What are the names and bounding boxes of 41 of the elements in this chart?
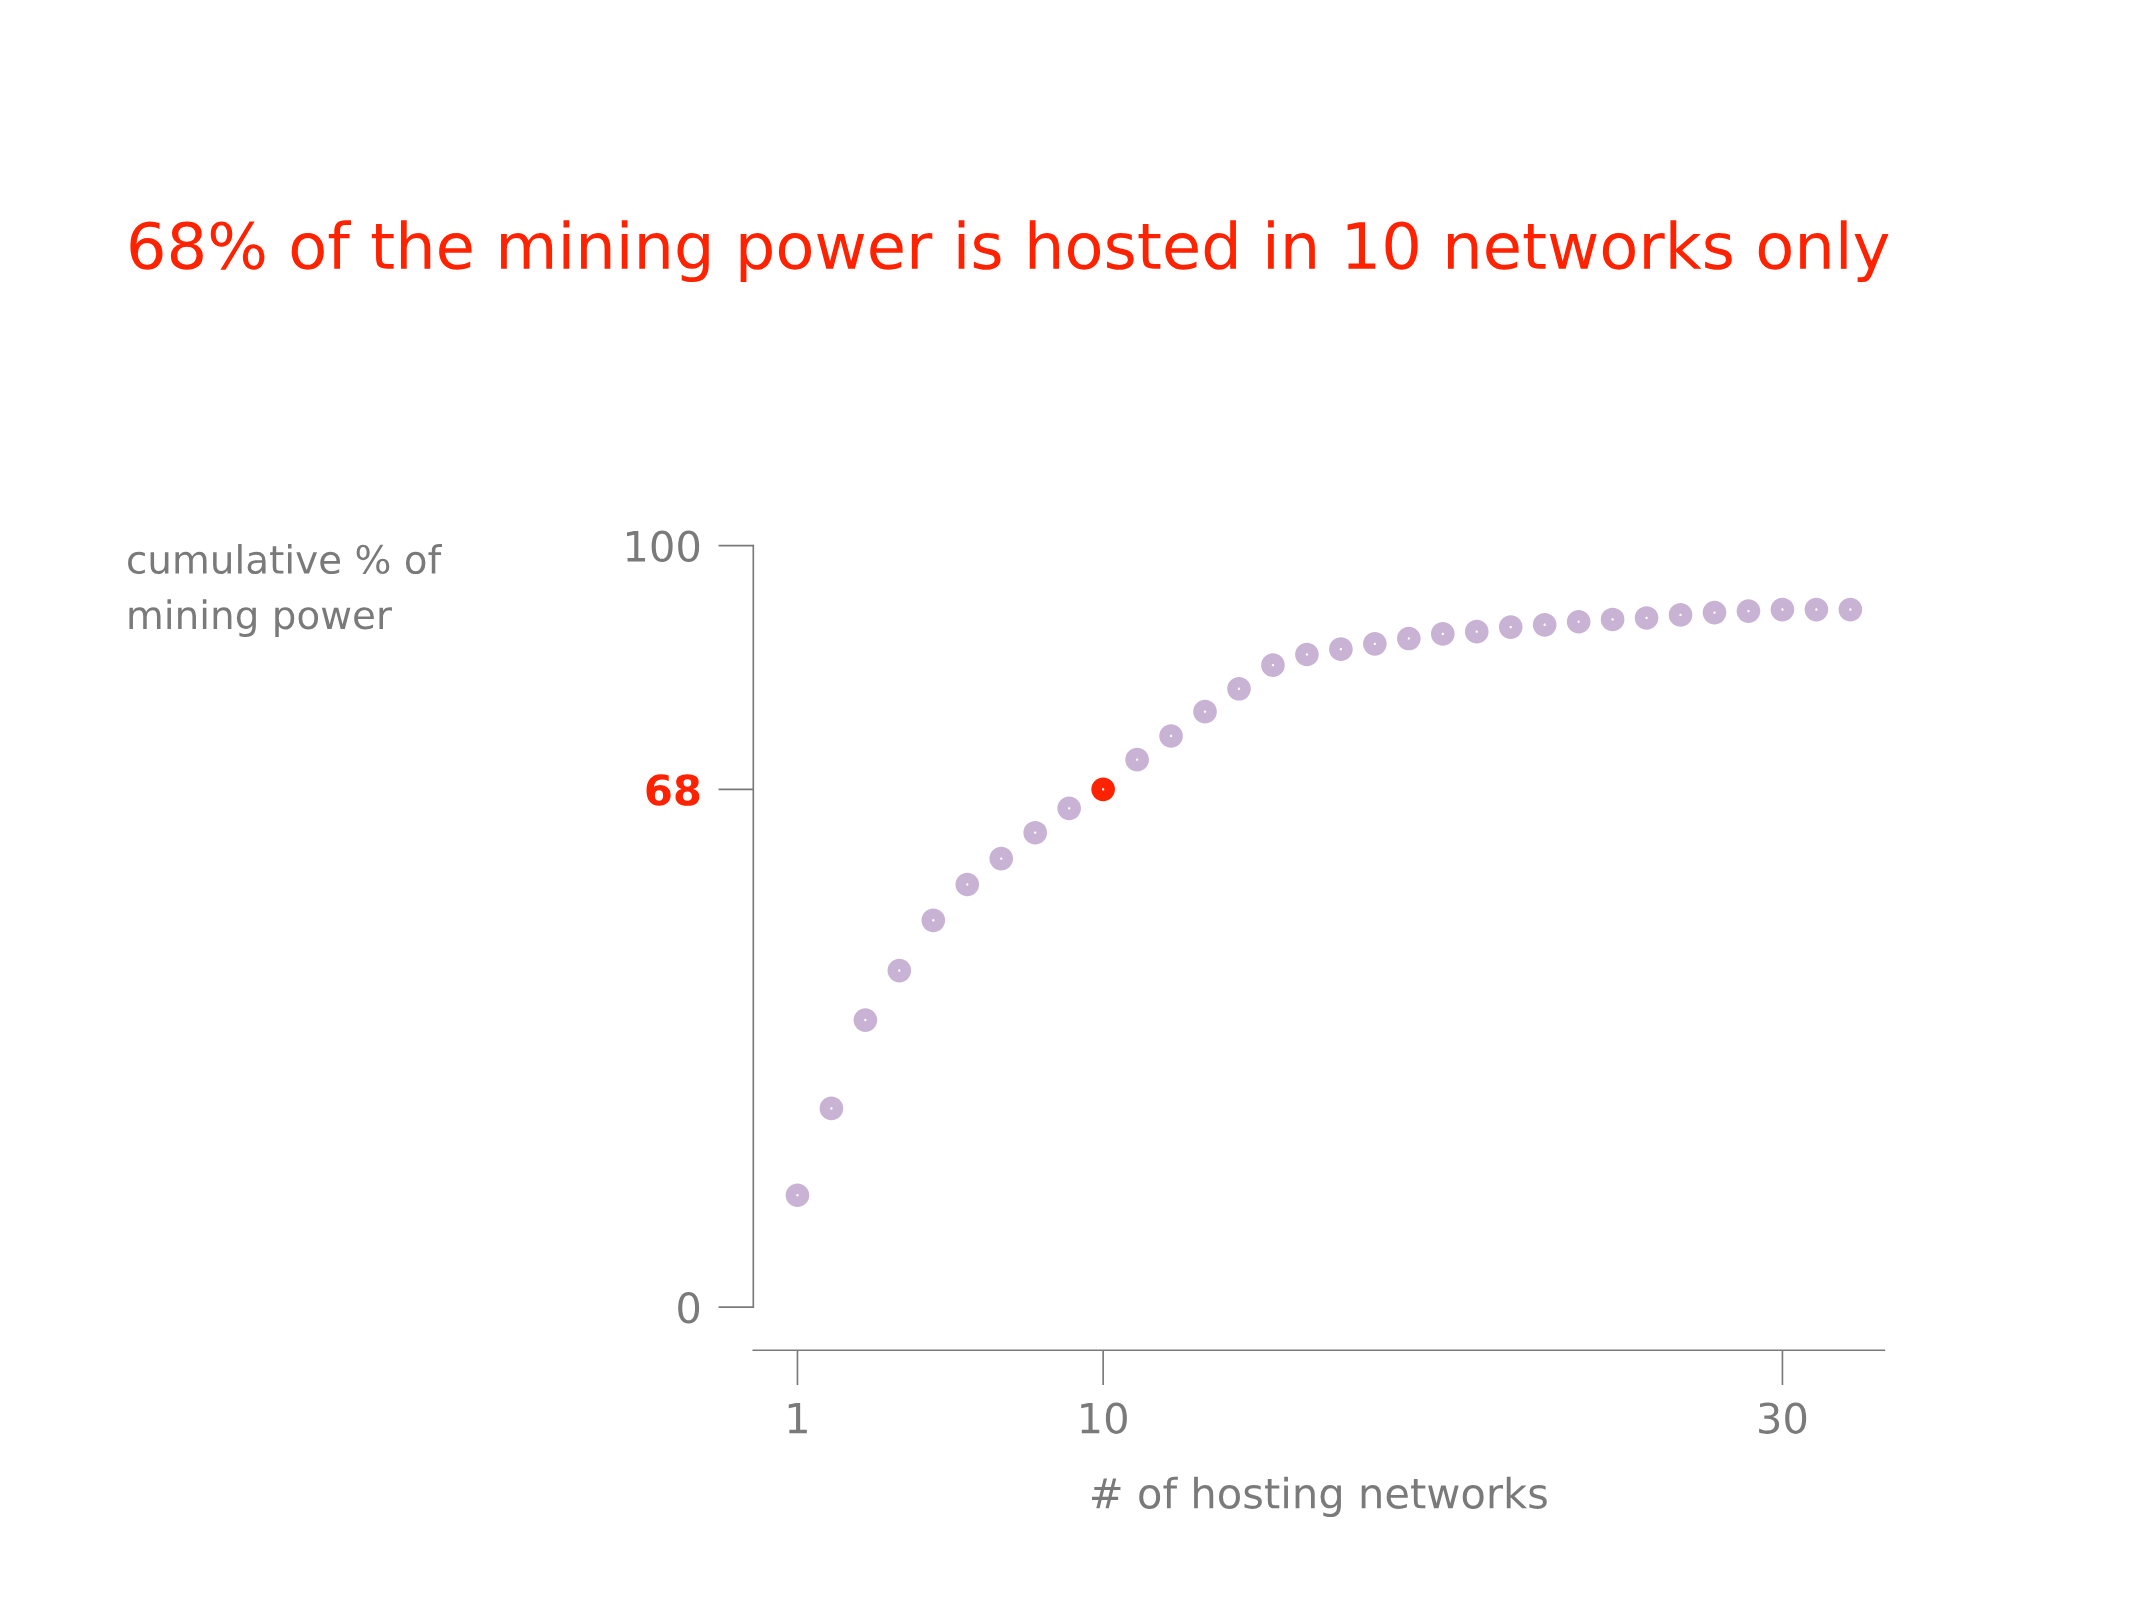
point xyxy=(1091,777,1115,802)
y-axis-title: cumulative % of mining power xyxy=(128,544,442,637)
chart-title: 68% of the mining power is hosted in 10 networks only xyxy=(130,220,1889,283)
point xyxy=(887,958,912,983)
y-tick-label: 68 xyxy=(646,774,700,806)
point xyxy=(1125,747,1149,772)
point xyxy=(1227,676,1251,701)
point xyxy=(1566,609,1591,634)
point xyxy=(1159,724,1183,748)
point xyxy=(1668,603,1693,627)
x-axis-title: # of hosting networks xyxy=(1091,1476,1547,1518)
point xyxy=(1464,619,1489,644)
point xyxy=(1193,699,1217,724)
point xyxy=(1532,612,1557,637)
x-tick-label: 10 xyxy=(1081,1402,1127,1434)
point xyxy=(1295,642,1319,667)
point xyxy=(1770,597,1795,622)
y-tick-label: 100 xyxy=(626,530,700,563)
point xyxy=(1329,637,1353,661)
point xyxy=(1634,606,1659,630)
point xyxy=(1702,600,1727,625)
point xyxy=(1023,820,1048,845)
point xyxy=(1736,599,1761,623)
point xyxy=(921,908,946,933)
point xyxy=(1057,796,1081,821)
point xyxy=(955,872,980,897)
point xyxy=(1396,626,1421,651)
point xyxy=(1430,622,1455,646)
point xyxy=(1804,597,1829,622)
point xyxy=(853,1008,878,1032)
y-tick-label: 0 xyxy=(678,1292,700,1324)
point xyxy=(1261,653,1285,677)
point xyxy=(1498,615,1523,639)
x-tick-label: 30 xyxy=(1759,1402,1807,1434)
point xyxy=(785,1183,810,1208)
point xyxy=(819,1096,844,1121)
x-tick-label: 1 xyxy=(788,1402,807,1434)
point xyxy=(1363,632,1387,656)
point xyxy=(989,846,1014,871)
point xyxy=(1600,607,1625,632)
point xyxy=(1838,597,1863,622)
